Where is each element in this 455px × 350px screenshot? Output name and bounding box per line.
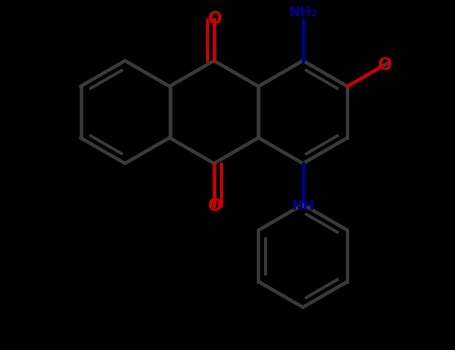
Text: O: O	[207, 9, 221, 28]
Text: NH₂: NH₂	[288, 5, 318, 19]
Text: O: O	[207, 197, 221, 215]
Text: NH: NH	[291, 198, 314, 212]
Text: O: O	[377, 56, 391, 74]
